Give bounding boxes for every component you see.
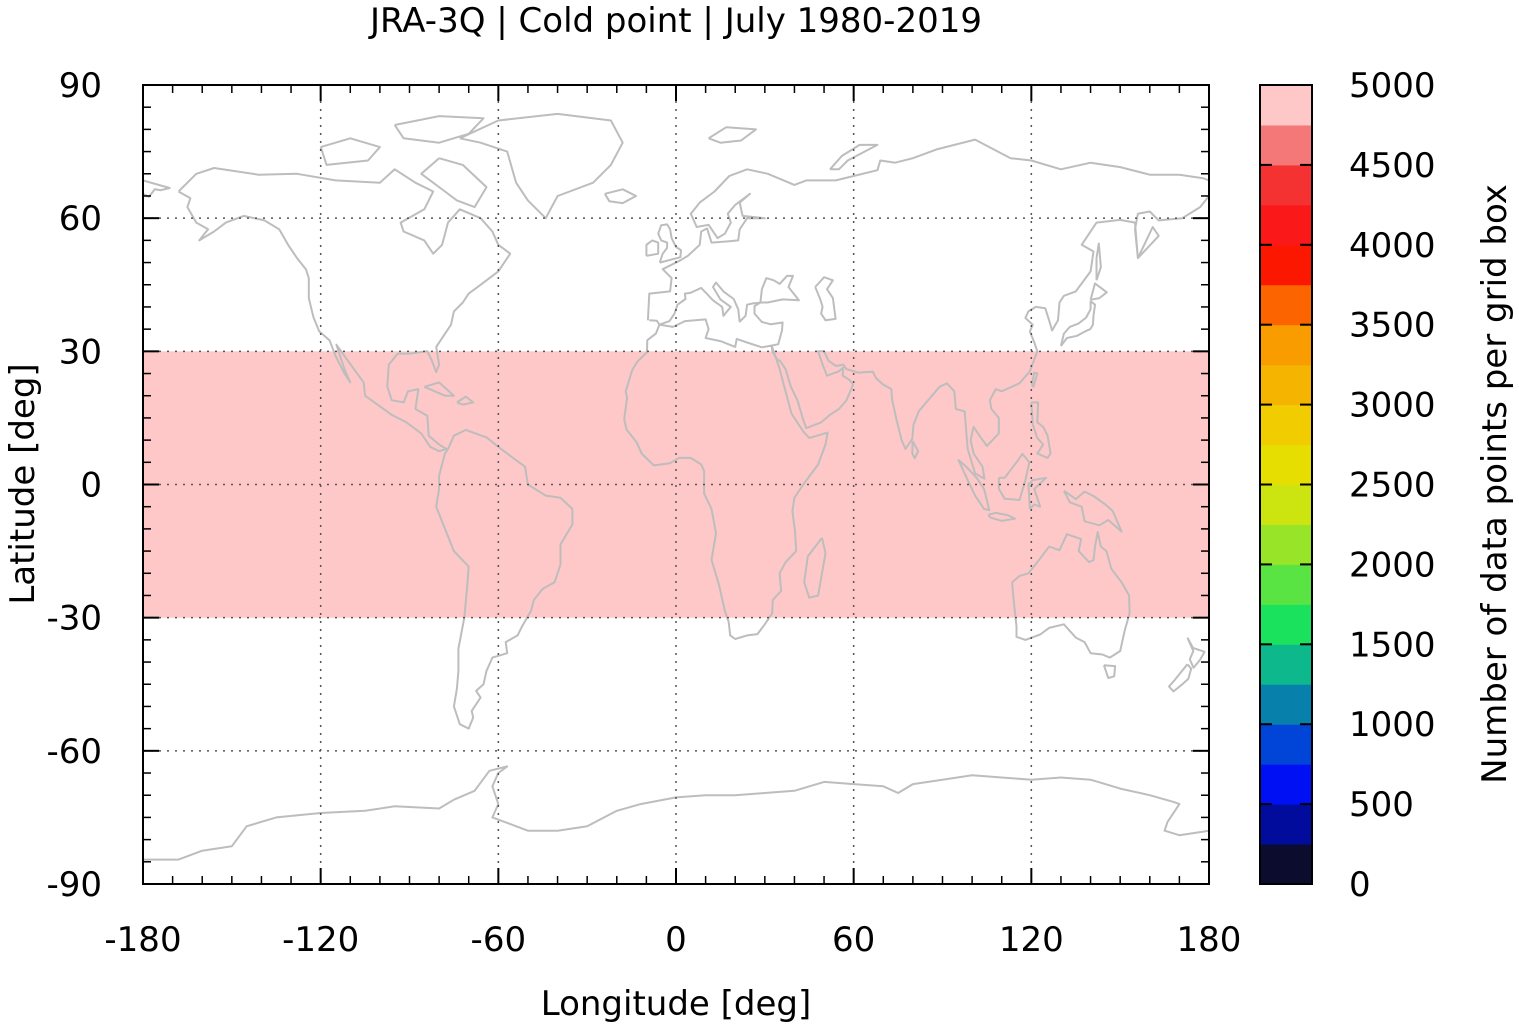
colorbar-bin [1260, 204, 1312, 246]
coastline [911, 440, 920, 460]
coastline [814, 276, 837, 322]
coastline [957, 458, 991, 512]
colorbar-bin [1260, 764, 1312, 805]
coastline [1027, 476, 1048, 510]
colorbar-bin [1260, 324, 1312, 366]
tick-label-x: 120 [999, 920, 1064, 960]
colorbar-bin [1260, 484, 1312, 525]
colorbar-bin [1260, 364, 1312, 406]
colorbar-tick-label: 4000 [1349, 226, 1436, 266]
colorbar-tick-label: 2500 [1349, 466, 1436, 506]
coastline-layer [142, 112, 1210, 861]
coastline [1011, 531, 1131, 659]
colorbar-bin [1260, 844, 1312, 885]
colorbar-tick-label: 3000 [1349, 386, 1436, 426]
tick-label-y: 0 [80, 466, 102, 506]
colorbar-tick-label: 3500 [1349, 306, 1436, 346]
tick-label-x: -180 [104, 920, 181, 960]
coastline [1063, 489, 1123, 533]
colorbar-bin [1260, 604, 1312, 645]
colorbar-tick-label: 2000 [1349, 545, 1436, 585]
coastline [987, 511, 1016, 522]
colorbar-label: Number of data points per grid box [1475, 184, 1515, 784]
tick-label-x: 180 [1177, 920, 1242, 960]
y-axis-label: Latitude [deg] [3, 363, 43, 604]
coastline [1059, 300, 1096, 347]
colorbar-bin [1260, 124, 1312, 166]
colorbar-tick-label: 4500 [1349, 146, 1436, 186]
coastline [423, 381, 455, 397]
colorbar-bin [1260, 404, 1312, 446]
colorbar: 0 500 1000 1500 2000 2500 3000 3500 4000 4500 5000 [1259, 66, 1436, 905]
coastline [1030, 371, 1039, 388]
colorbar-bin [1260, 804, 1312, 845]
gridlines [143, 85, 1209, 884]
coastline [997, 452, 1031, 501]
colorbar-bin [1260, 164, 1312, 206]
colorbar-tick-label: 5000 [1349, 66, 1436, 106]
coastline [623, 318, 829, 640]
coastline [1168, 663, 1193, 693]
minor-ticks [143, 85, 1209, 884]
x-axis-ticks: -180 -120 -60 0 60 120 180 [104, 85, 1241, 960]
colorbar-bin [1260, 524, 1312, 565]
tick-label-y: -30 [46, 599, 102, 639]
colorbar-bin [1260, 724, 1312, 765]
colorbar-bin [1260, 444, 1312, 485]
tick-label-x: -120 [282, 920, 359, 960]
coastline [657, 223, 682, 264]
coastline [1030, 401, 1052, 459]
coastline [456, 395, 475, 406]
tick-label-y: 90 [59, 66, 102, 106]
coastline [649, 195, 1210, 480]
tick-label-y: -90 [46, 865, 102, 905]
tick-label-y: 30 [59, 332, 102, 372]
colorbar-bin [1260, 244, 1312, 286]
x-axis-label: Longitude [deg] [541, 984, 812, 1024]
coastline [1186, 637, 1206, 669]
coastline [177, 167, 512, 453]
coastline [646, 138, 1210, 321]
coastline [829, 143, 879, 171]
plot-area [142, 84, 1210, 885]
colorbar-bin [1260, 564, 1312, 605]
colorbar-bin [1260, 284, 1312, 326]
y-axis-ticks: -90 -60 -30 0 30 60 90 [46, 66, 1209, 905]
tick-label-y: 60 [59, 199, 102, 239]
coastline [708, 126, 757, 144]
colorbar-tick-label: 1500 [1349, 625, 1436, 665]
coastline [319, 137, 381, 166]
coastline [435, 428, 574, 730]
coastline [803, 537, 827, 599]
coastline [393, 115, 485, 144]
colorbar-bin [1260, 684, 1312, 725]
coastline [1102, 664, 1117, 679]
colorbar-tick-label: 500 [1349, 785, 1414, 825]
coastline [645, 239, 660, 257]
tick-label-x: 60 [832, 920, 875, 960]
data-region [143, 351, 1209, 618]
colorbar-bin [1260, 644, 1312, 685]
tick-label-y: -60 [46, 732, 102, 772]
coastline [604, 188, 637, 205]
data-region-layer [143, 351, 1209, 618]
tick-label-x: 0 [665, 920, 687, 960]
colorbar-tick-label: 0 [1349, 865, 1371, 905]
coastline [1089, 282, 1108, 301]
colorbar-bin [1260, 85, 1312, 126]
tick-label-x: -60 [471, 920, 527, 960]
coastline [459, 112, 624, 220]
coastline [420, 157, 488, 209]
colorbar-tick-label: 1000 [1349, 705, 1436, 745]
coastline [1095, 242, 1102, 281]
chart-title: JRA-3Q | Cold point | July 1980-2019 [368, 1, 982, 41]
